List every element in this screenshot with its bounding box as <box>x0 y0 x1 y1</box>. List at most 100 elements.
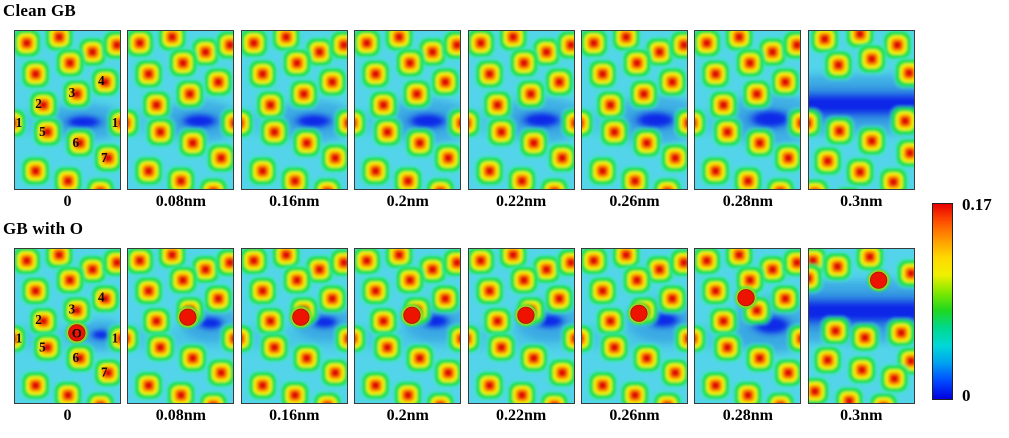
atom <box>446 107 460 139</box>
atom <box>32 116 63 148</box>
atom <box>787 107 801 139</box>
oxygen-label: O <box>72 326 82 340</box>
atom <box>474 58 505 90</box>
atom <box>133 58 164 90</box>
gb-cavity <box>284 110 342 132</box>
atom <box>392 380 423 403</box>
atom <box>128 249 155 276</box>
atom <box>85 390 116 403</box>
atom <box>582 323 595 354</box>
oxygen-atom <box>735 286 758 309</box>
atom <box>742 78 773 110</box>
atom <box>809 376 831 403</box>
atom <box>712 332 743 363</box>
atom <box>555 31 574 61</box>
atom <box>64 127 95 159</box>
gb-cavity <box>172 110 228 132</box>
atom <box>506 380 537 403</box>
atom <box>247 275 278 306</box>
atom <box>54 47 85 79</box>
atom <box>372 116 403 148</box>
atom <box>355 249 382 276</box>
atom <box>404 127 435 159</box>
atom <box>878 363 909 394</box>
atom <box>469 107 482 139</box>
atom <box>673 107 687 139</box>
panel-gb-with-o-0p08nm <box>127 248 235 404</box>
separation-label-0p22nm: 0.22nm <box>495 193 547 210</box>
atom <box>895 258 914 289</box>
atom <box>291 343 322 374</box>
atom <box>355 323 368 354</box>
atom <box>770 66 800 98</box>
gb-cavity <box>624 107 687 133</box>
panel-clean-gb-0p26nm <box>581 30 688 190</box>
atom <box>90 66 120 98</box>
atom <box>712 116 743 148</box>
atom <box>546 357 573 388</box>
atom <box>700 275 731 306</box>
atom <box>15 249 42 276</box>
atom <box>258 332 289 363</box>
atom <box>430 66 460 98</box>
atom <box>538 390 569 403</box>
separation-label-0p3nm: 0.3nm <box>840 193 883 210</box>
atom <box>469 31 496 59</box>
gb-cavity <box>510 108 572 132</box>
panel-gb-with-o-0p28nm <box>694 248 802 404</box>
atom <box>877 166 908 189</box>
panel-clean-gb-0p22nm <box>467 30 575 190</box>
atom <box>177 343 208 374</box>
atom <box>518 343 549 374</box>
atom <box>372 332 403 363</box>
atom <box>824 115 855 147</box>
atom <box>885 317 913 348</box>
atom <box>242 31 269 59</box>
atom <box>555 249 574 278</box>
charge-density-map <box>808 31 914 189</box>
atom <box>311 176 342 189</box>
atom-number: 4 <box>98 73 105 88</box>
separation-label-0: 0 <box>63 407 72 424</box>
atom-number: 2 <box>35 96 42 111</box>
atom <box>506 165 537 189</box>
atom <box>247 370 278 401</box>
atom <box>587 58 618 90</box>
atom <box>733 165 764 189</box>
atom <box>128 31 155 59</box>
atom-number: 7 <box>101 150 108 165</box>
atom <box>128 107 141 139</box>
panel-gb-with-o-0p2nm <box>354 248 462 404</box>
atom <box>215 249 234 278</box>
separation-label-0p08nm: 0.08nm <box>155 193 206 210</box>
charge-density-map <box>241 31 347 189</box>
atom <box>657 66 687 98</box>
charge-density-map <box>808 249 914 403</box>
atom <box>168 47 199 79</box>
atom <box>893 57 914 89</box>
atom <box>430 283 460 314</box>
separation-label-0p28nm: 0.28nm <box>722 407 773 424</box>
atom <box>515 78 546 110</box>
atom <box>203 283 233 314</box>
charge-density-map <box>128 249 234 403</box>
atom <box>538 176 569 189</box>
panel-clean-gb-0p2nm <box>354 30 462 190</box>
row-title-gb-with-o: GB with O <box>3 219 84 238</box>
atom-number: 5 <box>39 124 46 139</box>
atom <box>355 31 382 59</box>
atom <box>333 107 347 139</box>
atom <box>360 155 391 187</box>
atom <box>328 249 347 278</box>
atom <box>145 332 176 363</box>
atom <box>32 332 63 363</box>
atom <box>621 265 652 296</box>
atom <box>695 249 722 276</box>
atom <box>133 155 164 187</box>
atom <box>619 380 650 403</box>
atom <box>485 332 516 363</box>
atom <box>474 275 505 306</box>
atom <box>518 127 549 159</box>
